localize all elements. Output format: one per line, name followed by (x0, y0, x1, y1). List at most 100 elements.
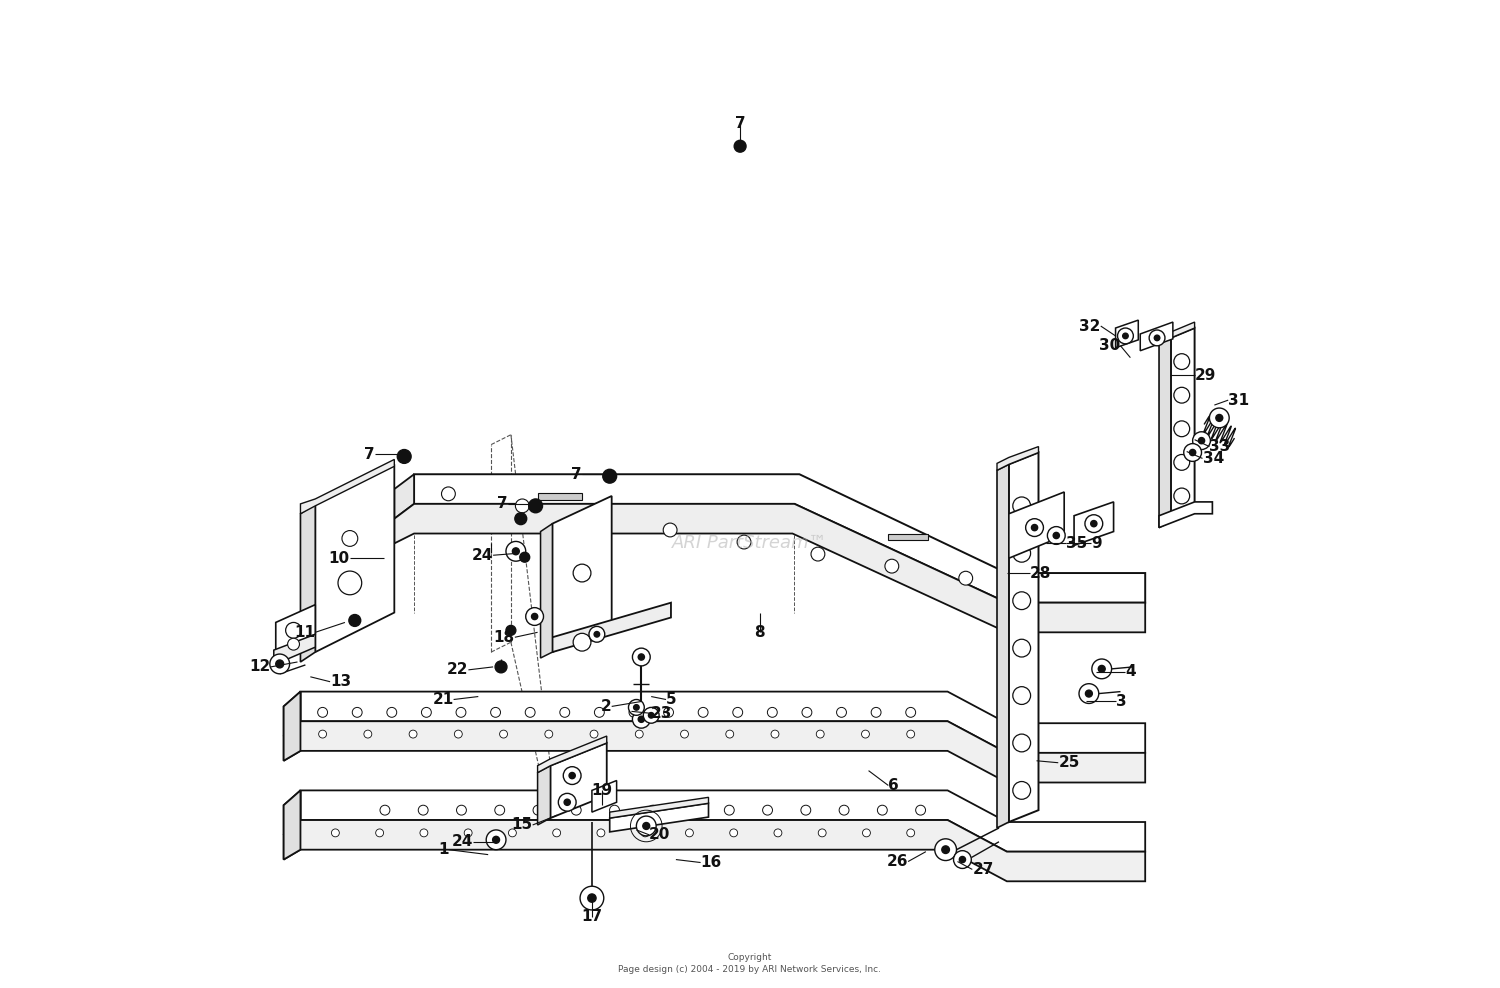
Polygon shape (284, 692, 300, 761)
Circle shape (1053, 533, 1059, 538)
Circle shape (1090, 521, 1096, 527)
Text: 24: 24 (471, 547, 494, 563)
Circle shape (544, 730, 552, 738)
Circle shape (288, 638, 300, 650)
Circle shape (1174, 454, 1190, 470)
Circle shape (594, 707, 604, 717)
Circle shape (1047, 527, 1065, 544)
Circle shape (686, 805, 696, 815)
Text: 19: 19 (591, 782, 612, 798)
Circle shape (636, 730, 644, 738)
Circle shape (506, 541, 525, 561)
Text: 18: 18 (494, 629, 514, 645)
Circle shape (568, 773, 576, 779)
Circle shape (1122, 333, 1128, 339)
Text: 28: 28 (1029, 565, 1051, 581)
Circle shape (500, 730, 507, 738)
Circle shape (495, 661, 507, 673)
Circle shape (609, 805, 619, 815)
Circle shape (525, 707, 536, 717)
Text: 5: 5 (666, 692, 676, 707)
Text: 35: 35 (1066, 535, 1088, 551)
Polygon shape (537, 736, 606, 773)
Circle shape (663, 523, 676, 536)
Circle shape (1013, 497, 1031, 515)
Polygon shape (609, 797, 708, 818)
Circle shape (573, 564, 591, 582)
Circle shape (801, 805, 812, 815)
Circle shape (516, 499, 530, 513)
Circle shape (597, 829, 604, 837)
Circle shape (837, 707, 846, 717)
Circle shape (839, 805, 849, 815)
Polygon shape (284, 820, 1144, 881)
Circle shape (364, 730, 372, 738)
Text: 33: 33 (1209, 439, 1230, 454)
Circle shape (1013, 782, 1031, 799)
Text: ARI PartStream™: ARI PartStream™ (672, 535, 828, 552)
Polygon shape (394, 474, 414, 519)
Circle shape (1192, 432, 1210, 450)
Text: 7: 7 (498, 496, 508, 512)
Text: 23: 23 (651, 705, 672, 721)
Polygon shape (300, 790, 1144, 852)
Polygon shape (888, 534, 928, 540)
Circle shape (1013, 544, 1031, 562)
Circle shape (513, 547, 519, 555)
Circle shape (520, 552, 530, 562)
Circle shape (698, 707, 708, 717)
Circle shape (1174, 354, 1190, 370)
Circle shape (588, 894, 596, 902)
Text: 7: 7 (364, 447, 375, 462)
Circle shape (1209, 408, 1228, 428)
Circle shape (633, 648, 650, 666)
Circle shape (380, 805, 390, 815)
Text: 32: 32 (1080, 318, 1101, 334)
Polygon shape (540, 524, 552, 658)
Circle shape (861, 730, 870, 738)
Text: Copyright
Page design (c) 2004 - 2019 by ARI Network Services, Inc.: Copyright Page design (c) 2004 - 2019 by… (618, 952, 882, 974)
Text: 7: 7 (572, 466, 582, 482)
Circle shape (812, 547, 825, 561)
Circle shape (734, 140, 746, 152)
Polygon shape (284, 790, 300, 835)
Text: 21: 21 (432, 692, 453, 707)
Circle shape (528, 499, 543, 513)
Text: 29: 29 (1194, 368, 1216, 383)
Circle shape (958, 571, 972, 585)
Polygon shape (276, 605, 315, 652)
Circle shape (318, 730, 327, 738)
Polygon shape (274, 634, 315, 667)
Circle shape (1013, 687, 1031, 704)
Polygon shape (552, 496, 612, 652)
Text: 16: 16 (700, 855, 721, 870)
Circle shape (590, 730, 598, 738)
Text: 15: 15 (512, 817, 532, 833)
Circle shape (1013, 734, 1031, 752)
Circle shape (628, 707, 639, 717)
Circle shape (1086, 690, 1092, 698)
Circle shape (590, 626, 604, 642)
Circle shape (1216, 415, 1222, 422)
Circle shape (1198, 438, 1204, 444)
Circle shape (724, 805, 734, 815)
Circle shape (1026, 519, 1044, 536)
Text: 4: 4 (1125, 664, 1136, 680)
Circle shape (456, 805, 466, 815)
Text: 2: 2 (602, 699, 612, 714)
Text: 7: 7 (735, 116, 746, 131)
Circle shape (906, 707, 915, 717)
Circle shape (762, 805, 772, 815)
Circle shape (580, 886, 604, 910)
Circle shape (686, 829, 693, 837)
Circle shape (564, 799, 570, 805)
Circle shape (552, 829, 561, 837)
Circle shape (1013, 639, 1031, 657)
Circle shape (878, 805, 888, 815)
Circle shape (1098, 666, 1106, 673)
Circle shape (644, 822, 650, 830)
Polygon shape (394, 504, 1144, 632)
Polygon shape (550, 743, 606, 818)
Circle shape (590, 511, 603, 525)
Circle shape (285, 622, 302, 638)
